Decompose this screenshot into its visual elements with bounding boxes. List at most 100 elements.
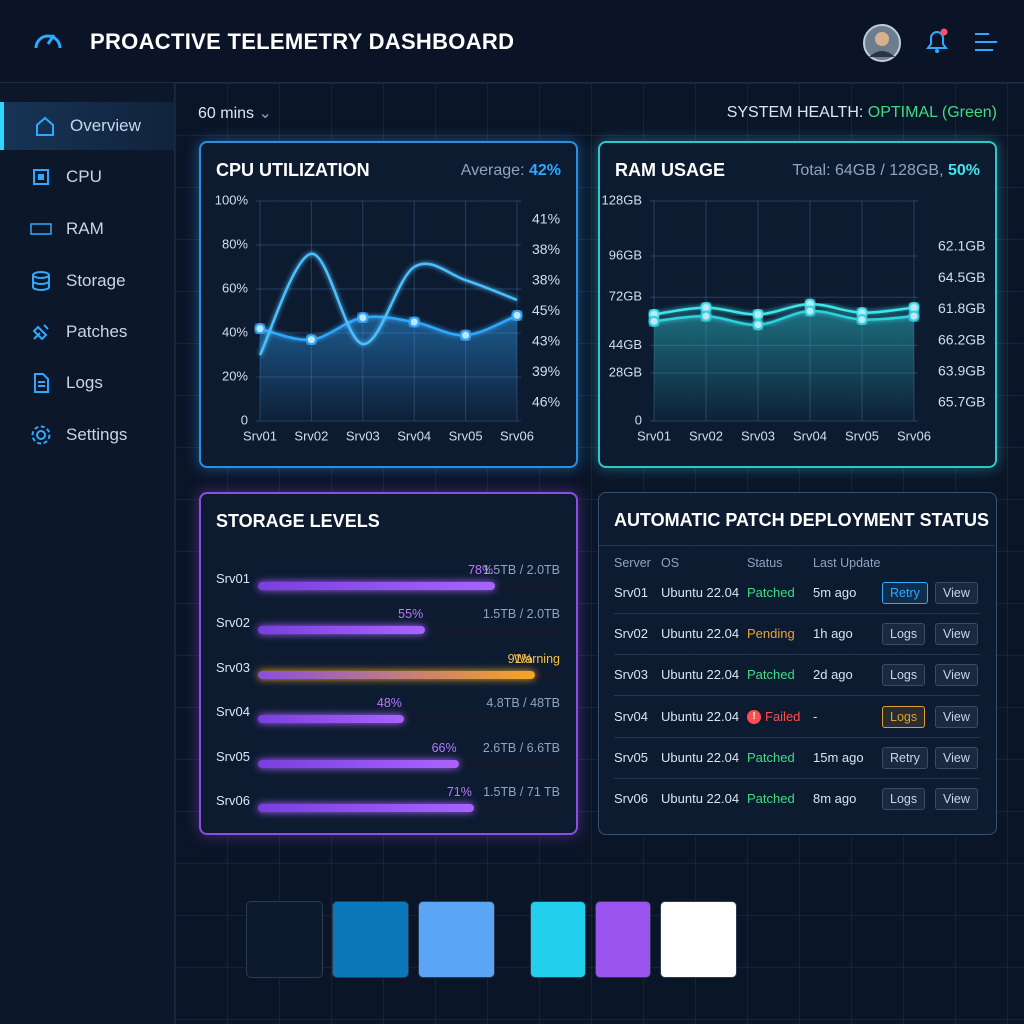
nav-item[interactable]: Settings	[0, 411, 174, 459]
percent-label: 66%	[431, 740, 457, 755]
y-tick-label: 80%	[222, 236, 248, 251]
area	[260, 315, 517, 421]
swatch	[246, 901, 323, 978]
action-button[interactable]: View	[935, 623, 978, 646]
side-label: 45%	[532, 302, 560, 318]
bar-track	[258, 715, 562, 724]
action-button[interactable]: Retry	[882, 582, 928, 604]
line	[258, 252, 518, 356]
health-label: SYSTEM HEALTH:	[726, 104, 864, 121]
capacity: 1.5TB / 71 TB	[483, 785, 560, 799]
summary-label: Total: 64GB / 128GB,	[792, 162, 944, 179]
y-tick-label: 0	[241, 412, 248, 427]
point	[460, 329, 472, 341]
nav-label: RAM	[66, 219, 104, 238]
bar	[258, 759, 459, 768]
os-cell: Ubuntu 22.04	[661, 667, 740, 683]
y-tick-label: 44GB	[609, 337, 642, 352]
action-button[interactable]: Retry	[882, 746, 928, 769]
x-tick-label: Srv06	[897, 428, 931, 443]
palette	[246, 901, 737, 978]
x-tick-label: Srv04	[397, 428, 431, 443]
nav-item[interactable]: Storage	[0, 257, 174, 305]
percent-label: 48%	[376, 696, 402, 711]
nav-item[interactable]: CPU	[0, 153, 174, 201]
bar	[258, 582, 496, 590]
side-label: 46%	[532, 394, 560, 410]
warning: Warning	[513, 651, 560, 666]
row-divider	[614, 736, 980, 738]
last-update-cell: 5m ago	[813, 585, 857, 600]
nav-item[interactable]: RAM	[0, 205, 174, 253]
server-label: Srv03	[216, 659, 250, 675]
action-button[interactable]: View	[935, 746, 978, 769]
x-tick-label: Srv05	[845, 428, 879, 443]
swatch	[332, 901, 409, 978]
notifications[interactable]	[923, 27, 951, 57]
row-divider	[614, 695, 980, 697]
side-label: 62.1GB	[938, 238, 985, 254]
percent-label: 91%	[507, 651, 533, 666]
point	[357, 312, 369, 324]
side-label: 39%	[532, 363, 560, 379]
nav-label: Settings	[66, 425, 128, 444]
capacity: 4.8TB / 48TB	[486, 696, 560, 711]
row-divider	[614, 613, 980, 614]
x-tick-label: Srv03	[741, 428, 775, 443]
y-tick-label: 72GB	[609, 289, 642, 304]
nav-item[interactable]: Patches	[0, 308, 174, 356]
point	[752, 308, 764, 320]
panel-title: STORAGE LEVELS	[216, 511, 380, 531]
action-button[interactable]: Logs	[882, 664, 926, 687]
x-tick-label: Srv06	[500, 428, 534, 443]
bar	[258, 626, 426, 635]
y-tick-label: 28GB	[609, 364, 642, 379]
summary-value: 42%	[528, 162, 561, 179]
menu[interactable]	[974, 31, 998, 53]
patch-panel: AUTOMATIC PATCH DEPLOYMENT STATUS Server…	[598, 492, 997, 835]
avatar[interactable]	[862, 23, 902, 63]
storage-panel: STORAGE LEVELS Srv01 78% 1.5TB / 2.0TB Srv0…	[199, 492, 578, 835]
time-range[interactable]: 60 mins ⌄	[198, 105, 272, 122]
point	[700, 310, 712, 322]
server-cell: Srv04	[614, 708, 648, 724]
x-tick-label: Srv02	[294, 428, 328, 443]
server-cell: Srv05	[614, 749, 648, 765]
point	[648, 315, 660, 327]
percent-label: 71%	[446, 785, 472, 799]
action-button[interactable]: View	[935, 705, 978, 728]
x-tick-label: Srv01	[243, 428, 277, 443]
x-tick-label: Srv04	[793, 428, 827, 443]
point	[305, 334, 317, 346]
swatch	[530, 901, 586, 978]
panel-title: RAM USAGE	[615, 160, 726, 180]
action-button[interactable]: Logs	[882, 623, 926, 646]
column-header: Server	[614, 556, 651, 570]
swatch	[660, 901, 737, 978]
last-update-cell: 2d ago	[813, 667, 853, 683]
action-button[interactable]: Logs	[882, 705, 926, 728]
point	[408, 316, 420, 328]
server-cell: Srv03	[614, 667, 648, 683]
side-label: 63.9GB	[938, 363, 985, 379]
panel-summary: Total: 64GB / 128GB, 50%	[792, 162, 980, 180]
last-update-cell: 8m ago	[813, 791, 857, 806]
nav-item[interactable]: Overview	[0, 102, 174, 150]
point	[804, 305, 816, 317]
side-label: 38%	[532, 241, 560, 257]
divider	[599, 545, 995, 546]
point	[511, 309, 523, 321]
os-cell: Ubuntu 22.04	[661, 791, 740, 806]
action-button[interactable]: View	[935, 582, 978, 604]
action-button[interactable]: View	[935, 664, 978, 687]
y-tick-label: 100%	[215, 192, 249, 207]
nav-item[interactable]: Logs	[0, 359, 174, 407]
swatch	[418, 901, 495, 978]
action-button[interactable]: View	[935, 788, 978, 810]
action-button[interactable]: Logs	[882, 788, 926, 810]
side-label: 61.8GB	[938, 300, 985, 316]
nav-label: Logs	[66, 373, 103, 392]
ram-panel: RAM USAGE Total: 64GB / 128GB, 50% 0 28GB…	[598, 141, 997, 468]
point	[908, 310, 920, 322]
chart: 0 20% 40% 60% 80% 100% Srv01 Srv02 Srv03 Srv04 Srv…	[215, 192, 560, 443]
